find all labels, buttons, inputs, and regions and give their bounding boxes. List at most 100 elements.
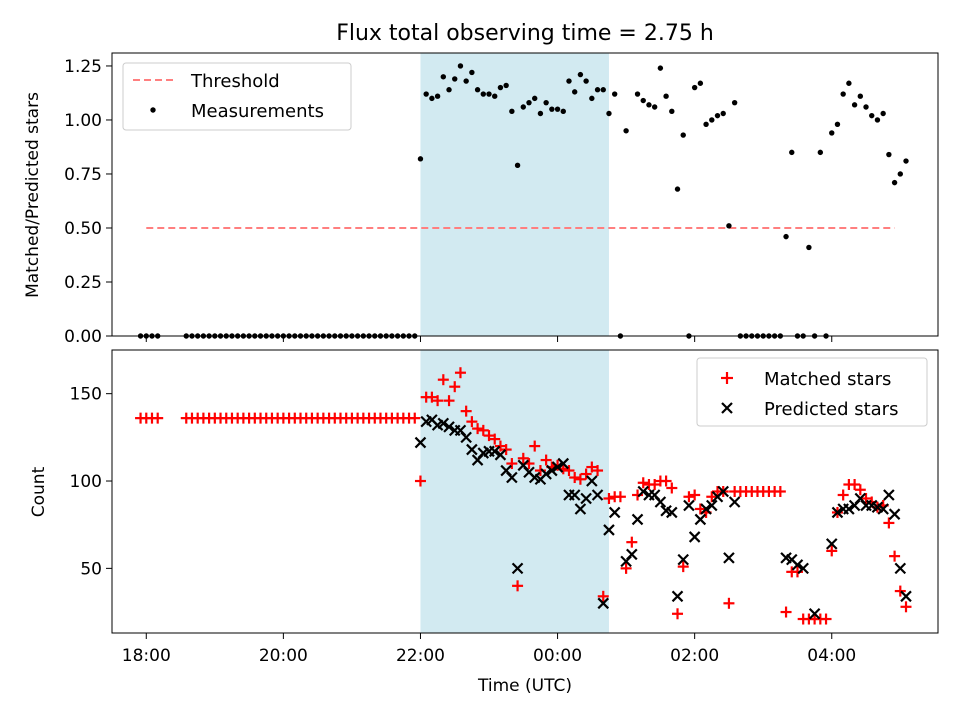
measurement-point <box>560 108 566 115</box>
predicted-star-point <box>888 508 901 520</box>
top-y-axis: 0.00 0.25 0.50 0.75 1.00 1.25 <box>64 57 112 347</box>
predicted-star-point <box>540 468 552 480</box>
predicted-stars-series <box>414 414 912 620</box>
measurement-point <box>520 104 526 110</box>
legend-threshold-label: Threshold <box>190 71 280 92</box>
top-y-tick-label: 0.75 <box>64 165 102 185</box>
measurement-point <box>697 80 704 86</box>
measurement-point <box>594 87 601 93</box>
measurement-point <box>806 244 812 251</box>
chart-title: Flux total observing time = 2.75 h <box>336 21 714 46</box>
predicted-star-point <box>466 443 478 456</box>
matched-star-point <box>443 395 455 407</box>
measurement-point <box>726 223 732 229</box>
top-panel: 0.00 0.25 0.50 0.75 1.00 1.25 Matched/Predict… <box>23 52 939 347</box>
matched-star-point <box>883 517 895 529</box>
predicted-star-point <box>666 506 678 519</box>
legend-matched-swatch <box>721 372 733 384</box>
predicted-star-point <box>894 562 907 575</box>
legend-predicted-swatch <box>721 402 733 414</box>
measurement-point <box>532 95 538 102</box>
measurement-point <box>783 233 789 240</box>
matched-star-point <box>774 486 786 497</box>
predicted-star-point <box>443 421 455 433</box>
measurement-point <box>423 91 429 97</box>
measurement-point <box>657 65 664 71</box>
measurement-point <box>589 95 595 102</box>
matched-star-point <box>409 412 421 424</box>
matched-star-point <box>529 440 541 452</box>
measurement-point <box>886 151 892 158</box>
predicted-star-point <box>654 496 667 508</box>
measurement-point <box>509 108 515 115</box>
measurement-point <box>651 104 658 110</box>
measurement-point <box>840 91 846 97</box>
measurement-point <box>583 78 589 84</box>
predicted-star-point <box>597 597 610 610</box>
matched-star-point <box>477 424 489 436</box>
measurement-point <box>514 162 521 169</box>
predicted-star-point <box>488 445 501 458</box>
matched-star-point <box>563 465 575 477</box>
x-tick-label: 04:00 <box>807 646 856 666</box>
x-tick-label: 18:00 <box>122 646 171 666</box>
predicted-star-point <box>825 538 838 550</box>
matched-star-point <box>449 381 461 393</box>
matched-star-point <box>620 562 632 574</box>
matched-star-point <box>614 491 626 503</box>
matched-star-point <box>506 458 518 470</box>
matched-star-point <box>432 395 444 407</box>
matched-star-point <box>414 475 426 487</box>
measurement-point <box>731 99 738 106</box>
measurement-point <box>720 110 726 117</box>
bottom-y-axis: 50 100 150 <box>70 385 112 579</box>
predicted-star-point <box>706 499 718 512</box>
measurement-point <box>829 130 835 136</box>
measurement-point <box>789 149 795 156</box>
measurement-point <box>663 93 669 99</box>
x-tick-label: 02:00 <box>670 646 719 666</box>
predicted-star-point <box>728 496 741 508</box>
predicted-star-point <box>671 590 684 603</box>
measurement-point <box>446 87 452 93</box>
matched-star-point <box>694 503 706 515</box>
measurement-point <box>703 121 709 127</box>
top-y-tick-label: 1.00 <box>64 111 102 131</box>
matched-star-point <box>512 580 524 592</box>
matched-star-point <box>454 367 466 379</box>
legend-measurements-swatch <box>150 107 156 113</box>
predicted-star-point <box>551 461 564 473</box>
measurement-point <box>600 87 606 93</box>
matched-star-point <box>660 475 672 487</box>
measurement-point <box>846 80 852 86</box>
matched-star-point <box>500 444 512 456</box>
predicted-star-point <box>580 492 592 505</box>
predicted-star-point <box>608 506 621 519</box>
top-plot-frame <box>111 52 939 337</box>
bottom-y-tick-label: 150 <box>70 385 102 405</box>
predicted-star-point <box>506 471 518 484</box>
measurement-point <box>497 84 504 91</box>
predicted-star-point <box>586 475 598 487</box>
predicted-star-point <box>717 485 729 498</box>
measurement-point <box>634 91 641 97</box>
measurement-point <box>526 99 532 106</box>
measurement-point <box>503 82 509 89</box>
matched-star-point <box>894 585 906 597</box>
top-y-axis-label: Matched/Predicted stars <box>23 92 43 298</box>
legend-predicted-label: Predicted stars <box>764 399 898 420</box>
measurement-point <box>897 171 903 177</box>
matched-star-point <box>689 489 701 501</box>
matched-star-point <box>780 606 792 618</box>
matched-star-point <box>466 416 478 428</box>
matched-star-point <box>152 412 164 424</box>
predicted-star-point <box>677 553 690 566</box>
measurement-point <box>457 63 464 69</box>
measurement-point <box>549 106 555 112</box>
matched-star-point <box>723 597 735 609</box>
matched-star-point <box>683 491 695 503</box>
legend-measurements-label: Measurements <box>191 101 324 122</box>
bottom-legend-box <box>696 357 928 427</box>
predicted-star-point <box>546 464 558 477</box>
